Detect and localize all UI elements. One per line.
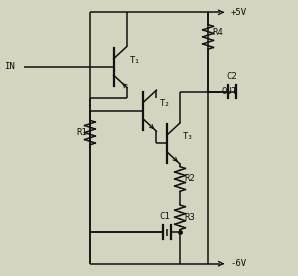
Text: C2: C2 bbox=[226, 72, 237, 81]
Text: R3: R3 bbox=[184, 213, 195, 222]
Text: T₁: T₁ bbox=[130, 56, 141, 65]
Text: IN: IN bbox=[4, 62, 15, 71]
Text: -6V: -6V bbox=[230, 259, 246, 268]
Text: R2: R2 bbox=[184, 174, 195, 184]
Text: OUT: OUT bbox=[221, 87, 238, 96]
Text: R4: R4 bbox=[212, 28, 223, 37]
Text: C1: C1 bbox=[160, 212, 171, 221]
Text: T₃: T₃ bbox=[183, 132, 194, 141]
Text: T₂: T₂ bbox=[159, 99, 170, 108]
Text: R1: R1 bbox=[77, 128, 87, 137]
Text: +5V: +5V bbox=[230, 8, 246, 17]
